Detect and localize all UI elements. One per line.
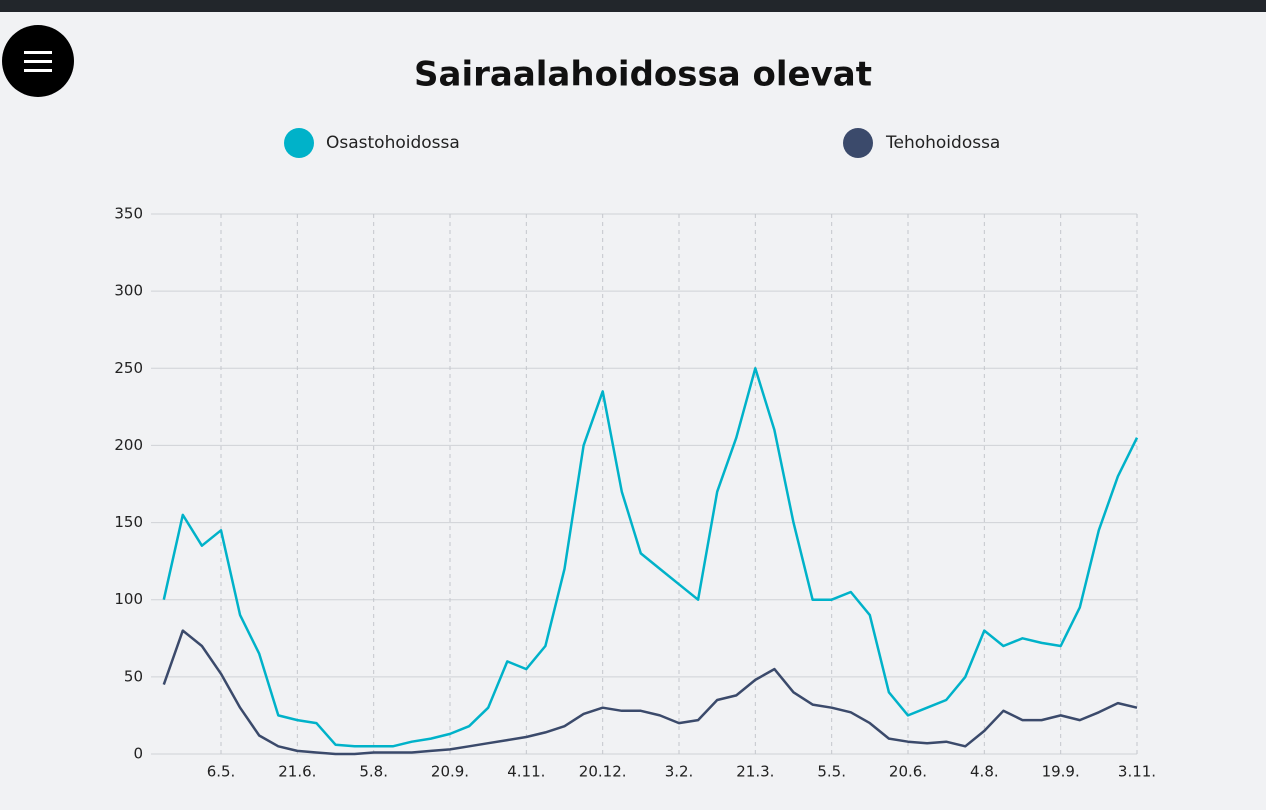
- x-tick-label: 20.12.: [579, 763, 627, 781]
- x-tick-label: 20.6.: [889, 763, 927, 781]
- top-bar: [0, 0, 1266, 12]
- x-tick-label: 3.11.: [1118, 763, 1156, 781]
- x-tick-label: 3.2.: [665, 763, 694, 781]
- y-tick-label: 250: [114, 359, 143, 377]
- series-line: [162, 367, 1139, 748]
- x-tick-label: 4.11.: [507, 763, 545, 781]
- x-tick-label: 19.9.: [1042, 763, 1080, 781]
- y-tick-label: 150: [114, 513, 143, 531]
- legend-item[interactable]: Tehohoidossa: [843, 128, 1000, 158]
- legend-swatch: [284, 128, 314, 158]
- chart-title: Sairaalahoidossa olevat: [414, 55, 872, 95]
- menu-button[interactable]: [2, 25, 74, 97]
- legend-label: Osastohoidossa: [326, 133, 460, 153]
- x-tick-label: 4.8.: [970, 763, 999, 781]
- y-tick-label: 200: [114, 436, 143, 454]
- x-tick-label: 5.8.: [359, 763, 388, 781]
- legend-label: Tehohoidossa: [885, 133, 1000, 153]
- y-tick-label: 0: [133, 745, 143, 763]
- x-tick-label: 21.3.: [736, 763, 774, 781]
- legend-swatch: [843, 128, 873, 158]
- y-tick-label: 50: [124, 667, 143, 685]
- y-tick-label: 300: [114, 282, 143, 300]
- y-tick-label: 350: [114, 205, 143, 223]
- x-tick-label: 20.9.: [431, 763, 469, 781]
- x-tick-label: 5.5.: [817, 763, 846, 781]
- y-tick-label: 100: [114, 590, 143, 608]
- series-line: [162, 629, 1138, 756]
- x-tick-label: 21.6.: [278, 763, 316, 781]
- x-tick-label: 6.5.: [207, 763, 236, 781]
- legend-item[interactable]: Osastohoidossa: [284, 128, 460, 158]
